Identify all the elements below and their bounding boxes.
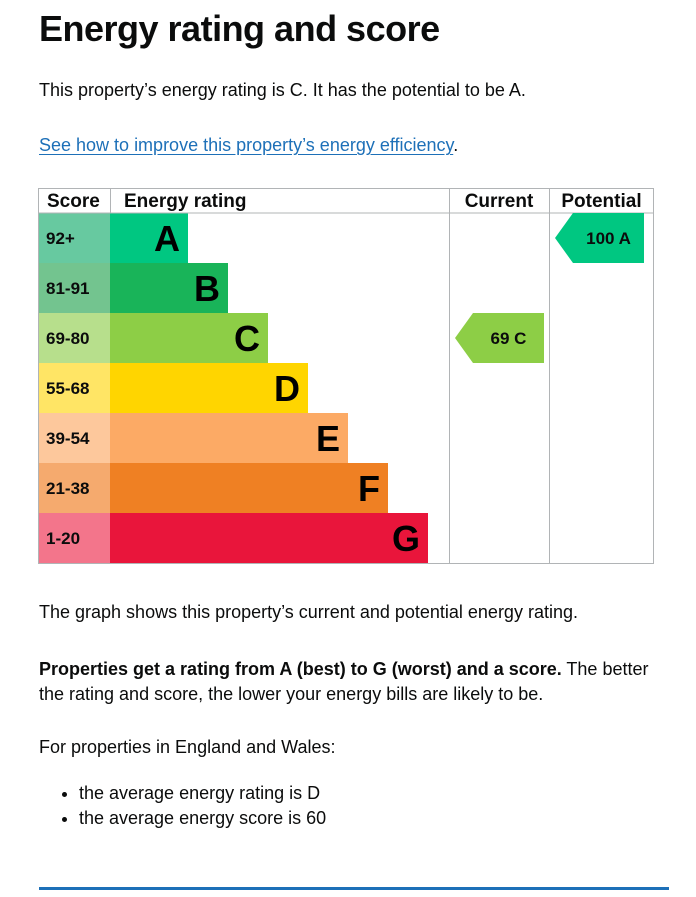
rating-band-letter-f: F <box>358 468 380 509</box>
average-score-item: the average energy score is 60 <box>79 806 326 831</box>
score-cell-e <box>38 413 110 463</box>
rating-band-c <box>110 313 268 363</box>
score-range-b: 81-91 <box>46 279 89 298</box>
rating-band-letter-b: B <box>194 268 220 309</box>
average-list: the average energy rating is D the avera… <box>39 781 326 831</box>
score-cell-c <box>38 313 110 363</box>
current-rating-arrow <box>455 313 544 363</box>
score-range-d: 55-68 <box>46 379 89 398</box>
energy-rating-graph: 92+ A 81-91 B 69-80 C 55-68 D 39-54 E 21-38 F 1-20 G S… <box>38 188 654 564</box>
rating-band-letter-a: A <box>154 218 180 259</box>
rating-band-b <box>110 263 228 313</box>
score-range-a: 92+ <box>46 229 75 248</box>
rating-band-g <box>110 513 428 563</box>
intro-text: This property’s energy rating is C. It h… <box>39 80 526 100</box>
score-range-c: 69-80 <box>46 329 89 348</box>
score-range-f: 21-38 <box>46 479 89 498</box>
header-energy-rating: Energy rating <box>124 191 246 212</box>
header-current: Current <box>465 191 534 212</box>
page-title: Energy rating and score <box>39 8 440 49</box>
rating-band-f <box>110 463 388 513</box>
rating-band-letter-e: E <box>316 418 340 459</box>
header-score: Score <box>47 191 100 212</box>
average-intro: For properties in England and Wales: <box>39 737 336 757</box>
average-rating-item: the average energy rating is D <box>79 781 326 806</box>
ratings-explanation: Properties get a rating from A (best) to… <box>39 657 659 707</box>
score-cell-a <box>38 213 110 263</box>
rating-band-letter-g: G <box>392 518 420 559</box>
score-cell-g <box>38 513 110 563</box>
rating-band-letter-c: C <box>234 318 260 359</box>
improve-suffix: . <box>453 135 459 155</box>
ratings-explanation-bold: Properties get a rating from A (best) to… <box>39 659 562 679</box>
score-cell-f <box>38 463 110 513</box>
header-potential: Potential <box>561 191 641 212</box>
score-cell-d <box>38 363 110 413</box>
score-range-g: 1-20 <box>46 529 80 548</box>
graph-note: The graph shows this property’s current … <box>39 602 578 622</box>
ratings-explanation-rest: The better the rating and score, the low… <box>39 659 649 704</box>
energy-rating-chart: 92+ A 81-91 B 69-80 C 55-68 D 39-54 E 21-38 F 1-20 G S… <box>38 188 654 564</box>
score-cell-b <box>38 263 110 313</box>
potential-rating-label: 100 A <box>586 229 631 248</box>
section-divider <box>39 887 669 890</box>
rating-band-d <box>110 363 308 413</box>
improve-efficiency-link[interactable]: See how to improve this property’s energ… <box>39 135 454 155</box>
rating-band-letter-d: D <box>274 368 300 409</box>
rating-band-e <box>110 413 348 463</box>
current-rating-label: 69 C <box>491 329 527 348</box>
potential-rating-arrow <box>555 213 644 263</box>
rating-band-a <box>110 213 188 263</box>
improve-paragraph: See how to improve this property’s energ… <box>39 135 458 156</box>
score-range-e: 39-54 <box>46 429 90 448</box>
